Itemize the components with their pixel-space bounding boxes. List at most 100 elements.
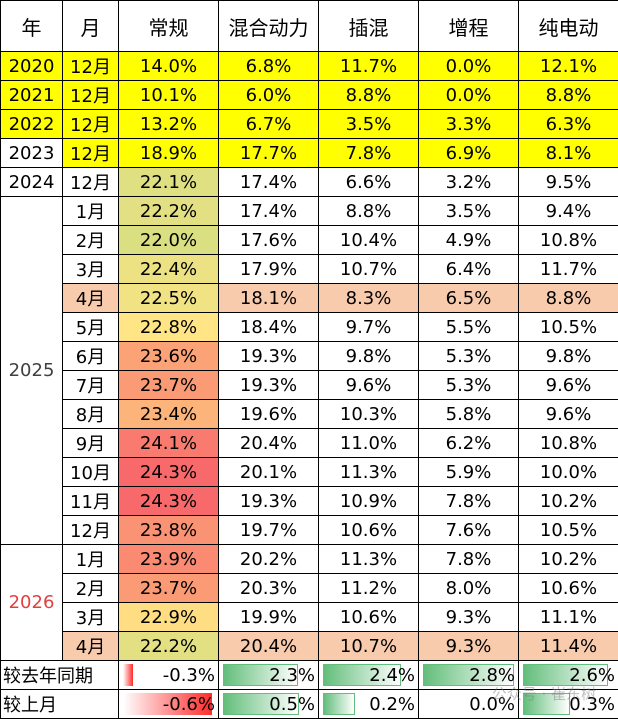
value-cell: 10.6% <box>319 603 419 632</box>
month-cell: 12月 <box>63 139 119 168</box>
value-cell: 11.1% <box>519 603 618 632</box>
value-cell: 9.5% <box>519 168 618 197</box>
value-cell: 10.7% <box>319 255 419 284</box>
value-cell: 17.9% <box>219 255 319 284</box>
year-cell: 2022 <box>1 110 63 139</box>
value-cell: 6.6% <box>319 168 419 197</box>
value-cell: 17.6% <box>219 226 319 255</box>
value-cell: 17.7% <box>219 139 319 168</box>
summary-cell: -0.6% <box>119 690 219 719</box>
value-cell: 10.1% <box>119 81 219 110</box>
month-cell: 3月 <box>63 255 119 284</box>
value-cell: 12.1% <box>519 52 618 81</box>
value-cell: 18.1% <box>219 284 319 313</box>
value-cell: 9.6% <box>519 400 618 429</box>
value-cell: 20.1% <box>219 458 319 487</box>
value-cell: 18.9% <box>119 139 219 168</box>
month-cell: 4月 <box>63 284 119 313</box>
value-cell: 22.0% <box>119 226 219 255</box>
value-cell: 10.4% <box>319 226 419 255</box>
summary-value: -0.6% <box>163 694 218 715</box>
value-cell: 10.7% <box>319 632 419 661</box>
value-cell: 11.0% <box>319 429 419 458</box>
value-cell: 8.0% <box>419 574 519 603</box>
summary-value: 2.4% <box>369 665 418 686</box>
month-cell: 5月 <box>63 313 119 342</box>
value-cell: 8.8% <box>319 197 419 226</box>
month-cell: 2月 <box>63 226 119 255</box>
value-cell: 9.3% <box>419 632 519 661</box>
value-cell: 24.1% <box>119 429 219 458</box>
month-cell: 4月 <box>63 632 119 661</box>
value-cell: 20.4% <box>219 429 319 458</box>
month-cell: 2月 <box>63 574 119 603</box>
value-cell: 22.5% <box>119 284 219 313</box>
value-cell: 11.7% <box>519 255 618 284</box>
value-cell: 6.9% <box>419 139 519 168</box>
month-cell: 6月 <box>63 342 119 371</box>
summary-label: 较上月 <box>1 690 119 719</box>
value-cell: 22.1% <box>119 168 219 197</box>
summary-cell: 2.4% <box>319 661 419 690</box>
value-cell: 14.0% <box>119 52 219 81</box>
value-cell: 6.3% <box>519 110 618 139</box>
header-cell: 插混 <box>319 1 419 52</box>
value-cell: 10.8% <box>519 429 618 458</box>
summary-value: 0.5% <box>269 694 318 715</box>
value-cell: 22.2% <box>119 197 219 226</box>
year-cell: 2024 <box>1 168 63 197</box>
month-cell: 10月 <box>63 458 119 487</box>
value-cell: 8.1% <box>519 139 618 168</box>
year-cell: 2023 <box>1 139 63 168</box>
value-cell: 6.2% <box>419 429 519 458</box>
value-cell: 19.6% <box>219 400 319 429</box>
value-cell: 6.4% <box>419 255 519 284</box>
month-cell: 9月 <box>63 429 119 458</box>
year-cell: 2025 <box>1 197 63 545</box>
value-cell: 7.6% <box>419 516 519 545</box>
value-cell: 6.7% <box>219 110 319 139</box>
month-cell: 3月 <box>63 603 119 632</box>
value-cell: 20.2% <box>219 545 319 574</box>
value-cell: 22.8% <box>119 313 219 342</box>
value-cell: 11.4% <box>519 632 618 661</box>
value-cell: 5.3% <box>419 371 519 400</box>
value-cell: 24.3% <box>119 487 219 516</box>
value-cell: 10.5% <box>519 516 618 545</box>
value-cell: 9.4% <box>519 197 618 226</box>
watermark: 公众号 · 崔东树 <box>492 683 596 704</box>
value-cell: 24.3% <box>119 458 219 487</box>
value-cell: 19.3% <box>219 342 319 371</box>
value-cell: 5.9% <box>419 458 519 487</box>
value-cell: 10.3% <box>319 400 419 429</box>
header-cell: 年 <box>1 1 63 52</box>
value-cell: 7.8% <box>419 545 519 574</box>
header-cell: 纯电动 <box>519 1 618 52</box>
value-cell: 10.2% <box>519 487 618 516</box>
value-cell: 10.2% <box>519 545 618 574</box>
value-cell: 19.3% <box>219 371 319 400</box>
value-cell: 19.3% <box>219 487 319 516</box>
value-cell: 8.3% <box>319 284 419 313</box>
value-cell: 19.7% <box>219 516 319 545</box>
value-cell: 10.6% <box>519 574 618 603</box>
header-row: 年月常规混合动力插混增程纯电动 <box>1 1 618 52</box>
value-cell: 5.3% <box>419 342 519 371</box>
value-cell: 7.8% <box>419 487 519 516</box>
value-cell: 17.4% <box>219 197 319 226</box>
value-cell: 3.2% <box>419 168 519 197</box>
